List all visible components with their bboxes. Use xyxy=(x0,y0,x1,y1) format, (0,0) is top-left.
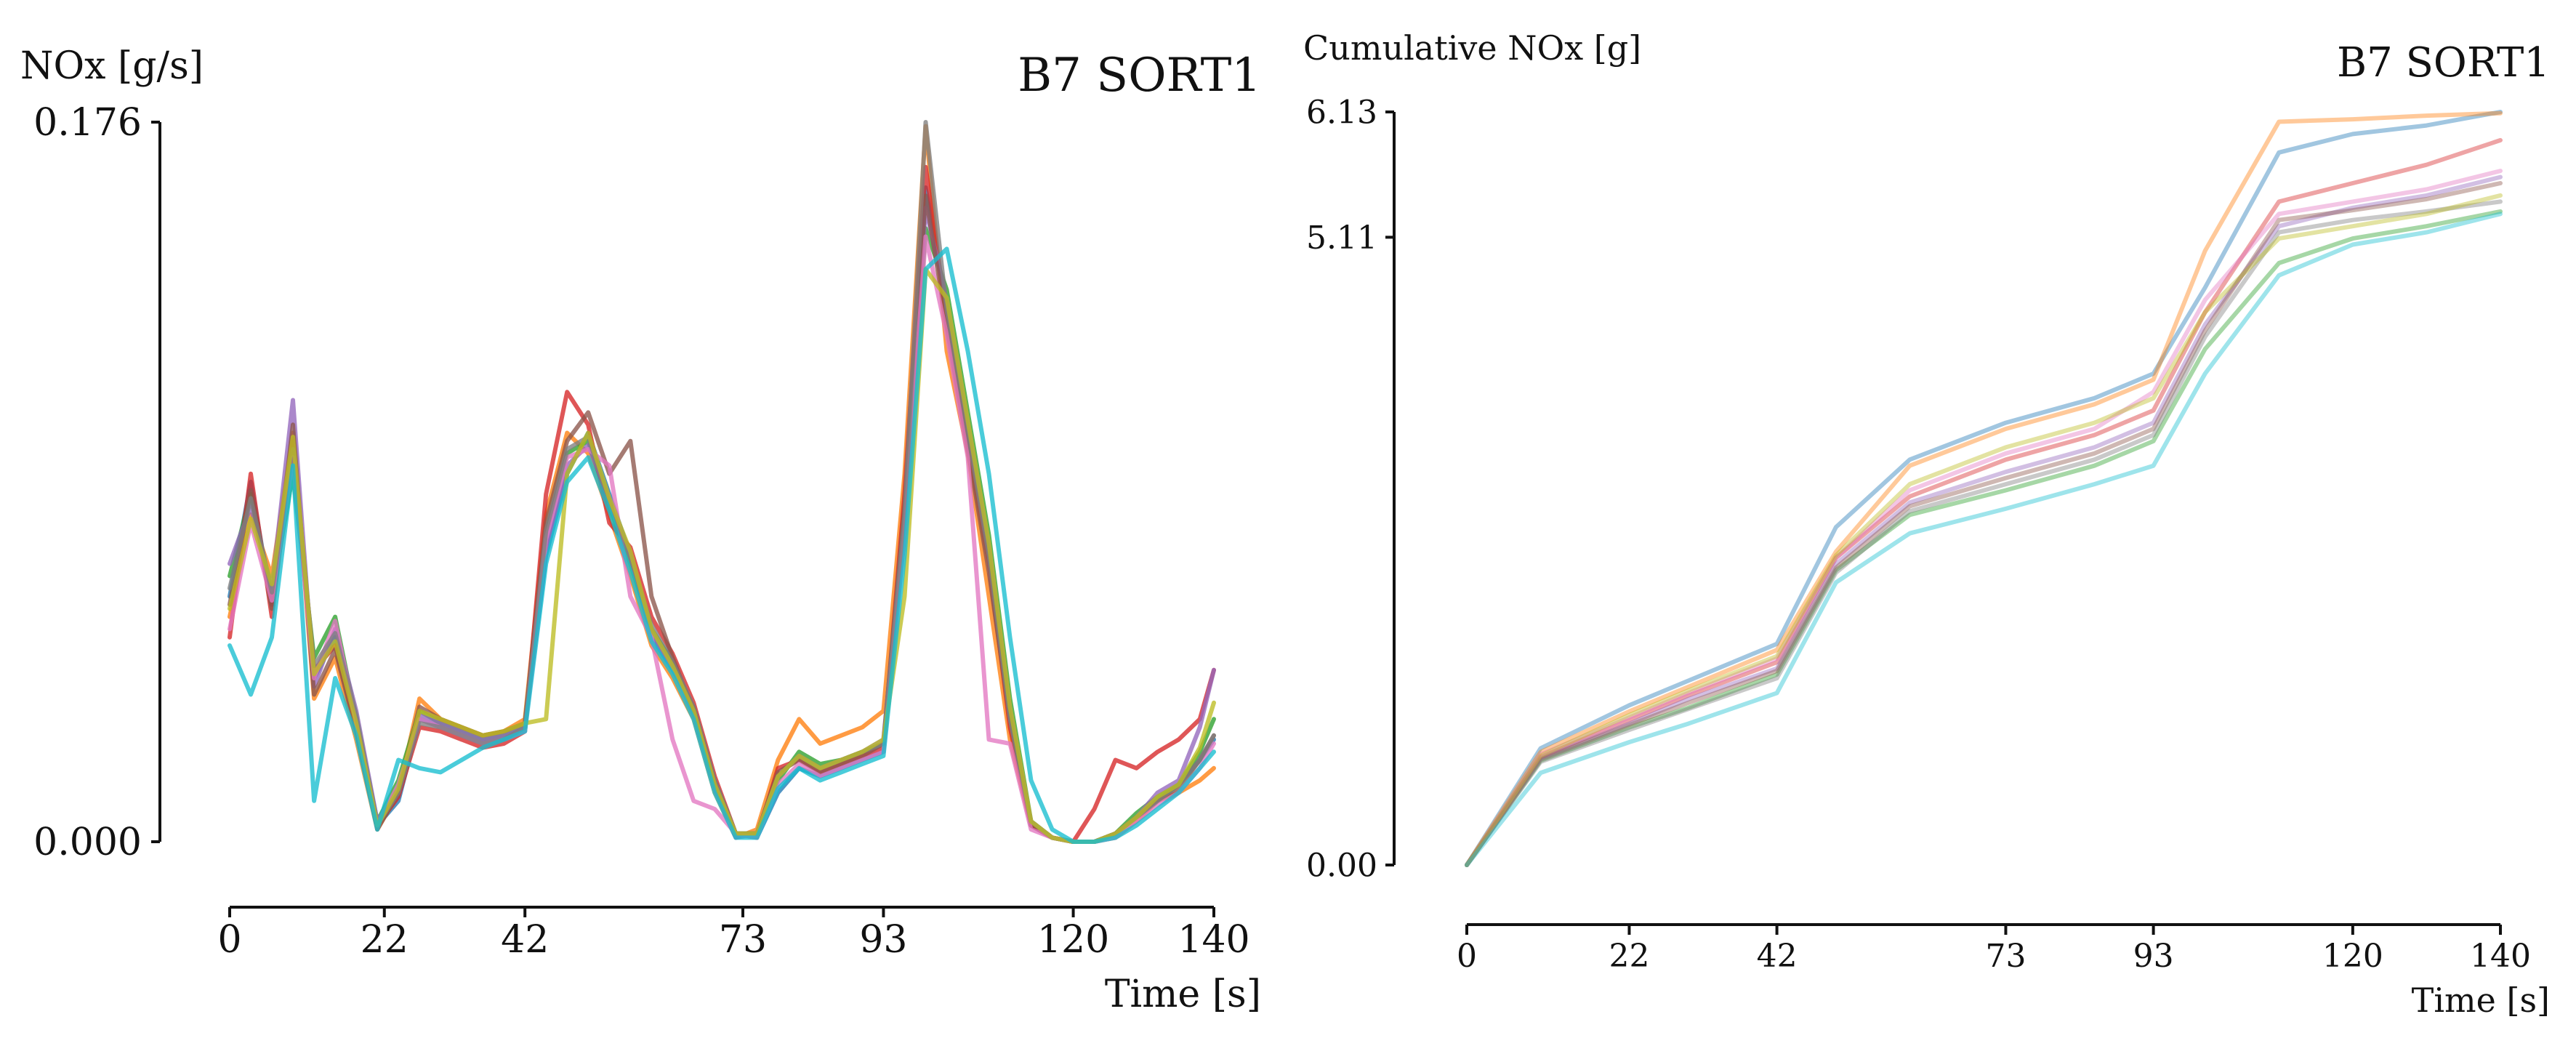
y-tick-label: 0.176 xyxy=(33,101,142,145)
series-lines xyxy=(228,120,1216,844)
chart-title: B7 SORT1 xyxy=(2337,39,2550,86)
series-line-6 xyxy=(1465,181,2503,867)
x-axis-label: Time [s] xyxy=(2412,981,2550,1020)
series-line-3 xyxy=(228,226,1216,844)
x-tick-label: 22 xyxy=(361,918,408,962)
x-tick-label: 42 xyxy=(1757,938,1798,975)
series-line-2 xyxy=(1465,110,2503,867)
y-tick-label: 6.13 xyxy=(1306,94,1377,131)
series-line-8 xyxy=(228,120,1216,844)
chart-title: B7 SORT1 xyxy=(1018,49,1261,102)
series-line-1 xyxy=(1465,110,2503,867)
series-line-4 xyxy=(228,164,1216,844)
series-line-3 xyxy=(1465,209,2503,867)
series-line-5 xyxy=(228,206,1216,844)
x-ticks: 0 22 42 73 93 120 140 xyxy=(217,907,1250,962)
x-tick-label: 140 xyxy=(1178,918,1249,962)
x-tick-label: 0 xyxy=(1457,938,1477,975)
x-ticks: 0 22 42 73 93 120 140 xyxy=(1457,925,2531,975)
series-line-2 xyxy=(228,124,1216,844)
y-ticks: 0.000 0.176 xyxy=(33,101,160,864)
cumulative-nox-chart: Cumulative NOx [g] B7 SORT1 Time [s] 0.0… xyxy=(1303,28,2550,1020)
y-axis-label: Cumulative NOx [g] xyxy=(1303,28,1641,68)
series-line-5 xyxy=(1465,174,2503,867)
series-lines xyxy=(1465,110,2503,867)
series-line-9 xyxy=(1465,193,2503,867)
x-tick-label: 140 xyxy=(2470,938,2531,975)
x-tick-label: 0 xyxy=(217,918,241,962)
series-line-8 xyxy=(1465,199,2503,867)
x-tick-label: 93 xyxy=(2133,938,2174,975)
series-line-9 xyxy=(228,267,1216,844)
x-tick-label: 93 xyxy=(859,918,907,962)
y-tick-label: 0.000 xyxy=(33,821,142,864)
x-axis-label: Time [s] xyxy=(1105,973,1261,1016)
y-axis-label: NOx [g/s] xyxy=(20,44,204,88)
series-line-6 xyxy=(228,193,1216,844)
y-tick-label: 0.00 xyxy=(1306,847,1377,884)
x-tick-label: 42 xyxy=(501,918,549,962)
series-line-4 xyxy=(1465,137,2503,867)
x-tick-label: 22 xyxy=(1609,938,1649,975)
x-tick-label: 73 xyxy=(719,918,767,962)
series-line-10 xyxy=(1465,212,2503,867)
y-tick-label: 5.11 xyxy=(1306,220,1377,257)
x-tick-label: 73 xyxy=(1985,938,2026,975)
series-line-10 xyxy=(228,246,1216,844)
x-tick-label: 120 xyxy=(2322,938,2383,975)
series-line-7 xyxy=(1465,169,2503,867)
x-tick-label: 120 xyxy=(1037,918,1109,962)
series-line-1 xyxy=(228,185,1216,844)
nox-rate-chart: NOx [g/s] B7 SORT1 Time [s] 0.000 0.176 0… xyxy=(20,44,1261,1016)
series-line-7 xyxy=(228,234,1216,844)
y-ticks: 0.00 5.11 6.13 xyxy=(1306,94,1394,884)
